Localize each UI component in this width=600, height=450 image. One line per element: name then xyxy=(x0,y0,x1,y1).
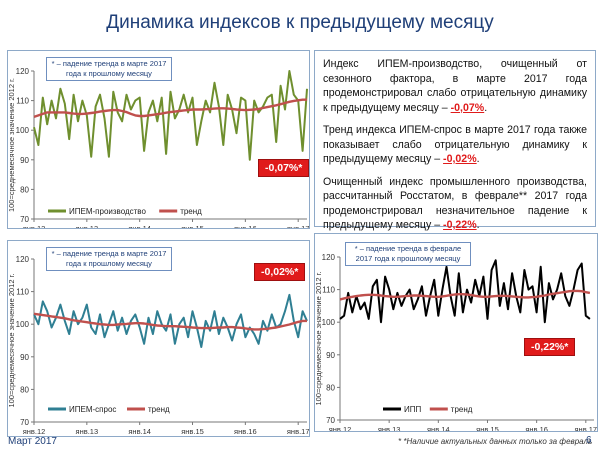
chart-production-xtick-label: янв.14 xyxy=(128,224,151,228)
chart-ipp-legend-label: ИПП xyxy=(404,405,422,414)
chart-demand-xtick-label: янв.14 xyxy=(128,427,151,436)
chart-production-panel: 70 80 90 100 110 120 янв.12 янв.13 янв.14 янв.15 я… xyxy=(7,50,310,229)
chart-ipp-note: * – падение тренда в феврале 2017 года к… xyxy=(345,242,471,266)
chart-demand-ytick-label: 100 xyxy=(16,320,30,329)
chart-ipp: 70 80 90 100 110 120 янв.12 янв.13 янв.14 янв.15 я… xyxy=(315,253,597,431)
footnote: * *Наличие актуальных данных только за ф… xyxy=(398,437,593,446)
chart-demand-ytick-label: 90 xyxy=(20,353,29,362)
chart-production-ytick-label: 110 xyxy=(16,97,29,106)
commentary-paragraph-demand: Тренд индекса ИПЕМ-спрос в марте 2017 го… xyxy=(323,124,587,165)
chart-production-ytick-label: 70 xyxy=(20,215,29,224)
chart-demand-ytick-label: 70 xyxy=(20,418,29,427)
commentary-paragraph-production: Индекс ИПЕМ-производство, очищенный от с… xyxy=(323,58,587,114)
chart-ipp-badge: -0,22%* xyxy=(524,338,576,356)
chart-production-legend-label: ИПЕМ-производство xyxy=(69,207,146,216)
chart-demand-panel: 70 80 90 100 110 120 янв.12 янв.13 янв.14 янв.15 я… xyxy=(7,240,310,437)
chart-production-xtick-label: янв.12 xyxy=(23,224,46,228)
commentary-panel: Индекс ИПЕМ-производство, очищенный от с… xyxy=(314,50,596,231)
chart-production-ytick-label: 90 xyxy=(20,156,29,165)
chart-production-note: * – падение тренда в марте 2017 года к п… xyxy=(46,57,172,81)
chart-demand-ytick-label: 120 xyxy=(16,255,30,264)
footer-date: Март 2017 xyxy=(8,436,57,447)
chart-production-xtick-label: янв.13 xyxy=(76,224,99,228)
chart-ipp-ytick-label: 120 xyxy=(322,253,336,262)
chart-production-ytick-label: 100 xyxy=(16,126,30,135)
chart-ipp-xtick-label: янв.17 xyxy=(574,425,597,431)
chart-ipp-legend-label: тренд xyxy=(451,405,473,414)
chart-demand-ylabel: 100=среднемесячное значение 2012 г. xyxy=(8,273,16,407)
chart-ipp-series-line-1 xyxy=(339,289,591,301)
chart-ipp-ytick-label: 100 xyxy=(322,318,336,327)
chart-ipp-ylabel: 100=среднемесячное значение 2012 г. xyxy=(315,271,323,405)
commentary-paragraph-ipp: Очищенный индекс промышленного производс… xyxy=(323,175,587,232)
chart-production-ytick-label: 80 xyxy=(20,185,29,194)
chart-demand-ytick-label: 110 xyxy=(16,288,29,297)
chart-demand-series-line-1 xyxy=(33,312,307,331)
chart-demand-legend-label: ИПЕМ-спрос xyxy=(69,405,116,414)
chart-demand-xtick-label: янв.17 xyxy=(287,427,309,436)
chart-demand-badge: -0,02%* xyxy=(254,263,306,281)
chart-ipp-xtick-label: янв.16 xyxy=(525,425,548,431)
demand-change-value: -0,02% xyxy=(443,153,477,165)
chart-ipp-ytick-label: 110 xyxy=(322,286,335,295)
chart-production-xtick-label: янв.15 xyxy=(181,224,204,228)
chart-ipp-xtick-label: янв.13 xyxy=(378,425,401,431)
page-number: 6 xyxy=(586,435,592,446)
chart-demand-legend-label: тренд xyxy=(148,405,170,414)
chart-production-series-line-0 xyxy=(33,70,308,161)
chart-production-ylabel: 100=среднемесячное значение 2012 г. xyxy=(8,78,16,212)
chart-ipp-ytick-label: 80 xyxy=(326,383,335,392)
chart-demand-ytick-label: 80 xyxy=(20,385,29,394)
chart-ipp-ytick-label: 90 xyxy=(326,351,335,360)
chart-production: 70 80 90 100 110 120 янв.12 янв.13 янв.14 янв.15 я… xyxy=(8,67,309,228)
chart-demand-xtick-label: янв.15 xyxy=(181,427,204,436)
chart-ipp-series-line-0 xyxy=(339,259,591,324)
production-change-value: -0,07% xyxy=(450,101,485,114)
chart-production-badge: -0,07%* xyxy=(258,159,310,177)
chart-demand-xtick-label: янв.12 xyxy=(23,427,46,436)
chart-demand: 70 80 90 100 110 120 янв.12 янв.13 янв.14 янв.15 я… xyxy=(8,255,309,436)
chart-ipp-xtick-label: янв.14 xyxy=(427,425,450,431)
chart-production-legend-label: тренд xyxy=(180,207,202,216)
chart-production-xtick-label: янв.16 xyxy=(234,224,257,228)
chart-production-xtick-label: янв.17 xyxy=(287,224,309,228)
chart-ipp-ytick-label: 70 xyxy=(326,416,335,425)
chart-demand-note: * – падение тренда в марте 2017 года к п… xyxy=(46,247,172,271)
chart-demand-xtick-label: янв.16 xyxy=(234,427,257,436)
chart-ipp-xtick-label: янв.15 xyxy=(476,425,499,431)
ipp-change-value: -0,22% xyxy=(443,219,477,231)
chart-production-series-line-1 xyxy=(33,98,307,119)
chart-ipp-xtick-label: янв.12 xyxy=(329,425,352,431)
chart-production-ytick-label: 120 xyxy=(16,67,30,76)
page-title: Динамика индексов к предыдущему месяцу xyxy=(106,12,494,33)
chart-ipp-panel: 70 80 90 100 110 120 янв.12 янв.13 янв.14 янв.15 я… xyxy=(314,233,598,432)
chart-demand-xtick-label: янв.13 xyxy=(76,427,99,436)
